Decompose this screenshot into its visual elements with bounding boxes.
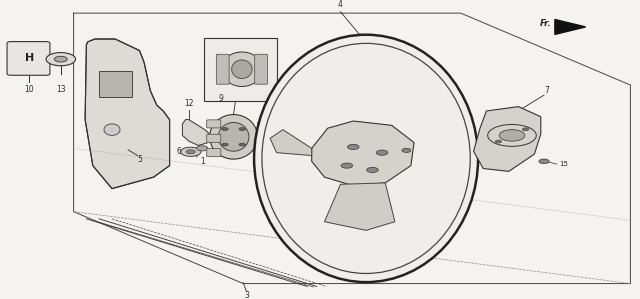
Text: 3: 3	[244, 291, 249, 299]
Circle shape	[499, 130, 525, 141]
FancyBboxPatch shape	[207, 149, 221, 157]
Circle shape	[54, 56, 67, 62]
Circle shape	[298, 148, 306, 152]
Polygon shape	[270, 130, 312, 155]
Polygon shape	[312, 121, 414, 186]
FancyBboxPatch shape	[207, 134, 221, 142]
Ellipse shape	[232, 60, 252, 79]
Text: 15: 15	[559, 161, 568, 167]
Circle shape	[348, 144, 359, 150]
Polygon shape	[85, 39, 170, 189]
Text: 4: 4	[338, 0, 343, 9]
Text: 14: 14	[277, 148, 286, 154]
Text: 5: 5	[137, 155, 142, 164]
Text: 2: 2	[233, 92, 238, 101]
FancyBboxPatch shape	[7, 42, 50, 75]
Text: 9: 9	[218, 94, 223, 103]
Text: 13: 13	[56, 85, 66, 94]
Circle shape	[341, 163, 353, 168]
Circle shape	[222, 143, 228, 146]
Text: 8: 8	[278, 95, 283, 104]
Circle shape	[196, 146, 208, 151]
FancyBboxPatch shape	[258, 121, 300, 155]
Ellipse shape	[254, 35, 478, 282]
FancyBboxPatch shape	[216, 54, 229, 84]
Text: Fr.: Fr.	[540, 19, 552, 28]
Circle shape	[180, 147, 201, 156]
Polygon shape	[182, 120, 211, 146]
Circle shape	[239, 128, 245, 131]
Text: 11: 11	[306, 155, 314, 161]
Polygon shape	[555, 19, 586, 34]
Text: 10: 10	[24, 85, 34, 94]
Polygon shape	[324, 183, 395, 230]
FancyBboxPatch shape	[207, 120, 221, 128]
Ellipse shape	[210, 115, 258, 159]
Ellipse shape	[218, 123, 249, 151]
Circle shape	[186, 150, 195, 154]
Text: 7: 7	[545, 86, 550, 95]
Text: 12: 12	[184, 99, 193, 108]
Text: 1: 1	[200, 157, 205, 166]
Circle shape	[539, 159, 549, 164]
Ellipse shape	[221, 52, 263, 86]
Circle shape	[222, 128, 228, 131]
Circle shape	[402, 148, 411, 152]
FancyBboxPatch shape	[255, 54, 268, 84]
Ellipse shape	[104, 124, 120, 135]
Text: 6: 6	[177, 147, 182, 156]
Text: H: H	[25, 53, 34, 63]
Circle shape	[46, 53, 76, 66]
Circle shape	[376, 150, 388, 155]
Circle shape	[367, 167, 378, 173]
Circle shape	[239, 143, 245, 146]
Polygon shape	[474, 107, 541, 171]
FancyBboxPatch shape	[204, 38, 277, 101]
Circle shape	[522, 128, 529, 131]
Circle shape	[282, 142, 297, 149]
Text: 15: 15	[435, 137, 444, 143]
FancyBboxPatch shape	[99, 71, 132, 97]
Circle shape	[495, 140, 502, 143]
